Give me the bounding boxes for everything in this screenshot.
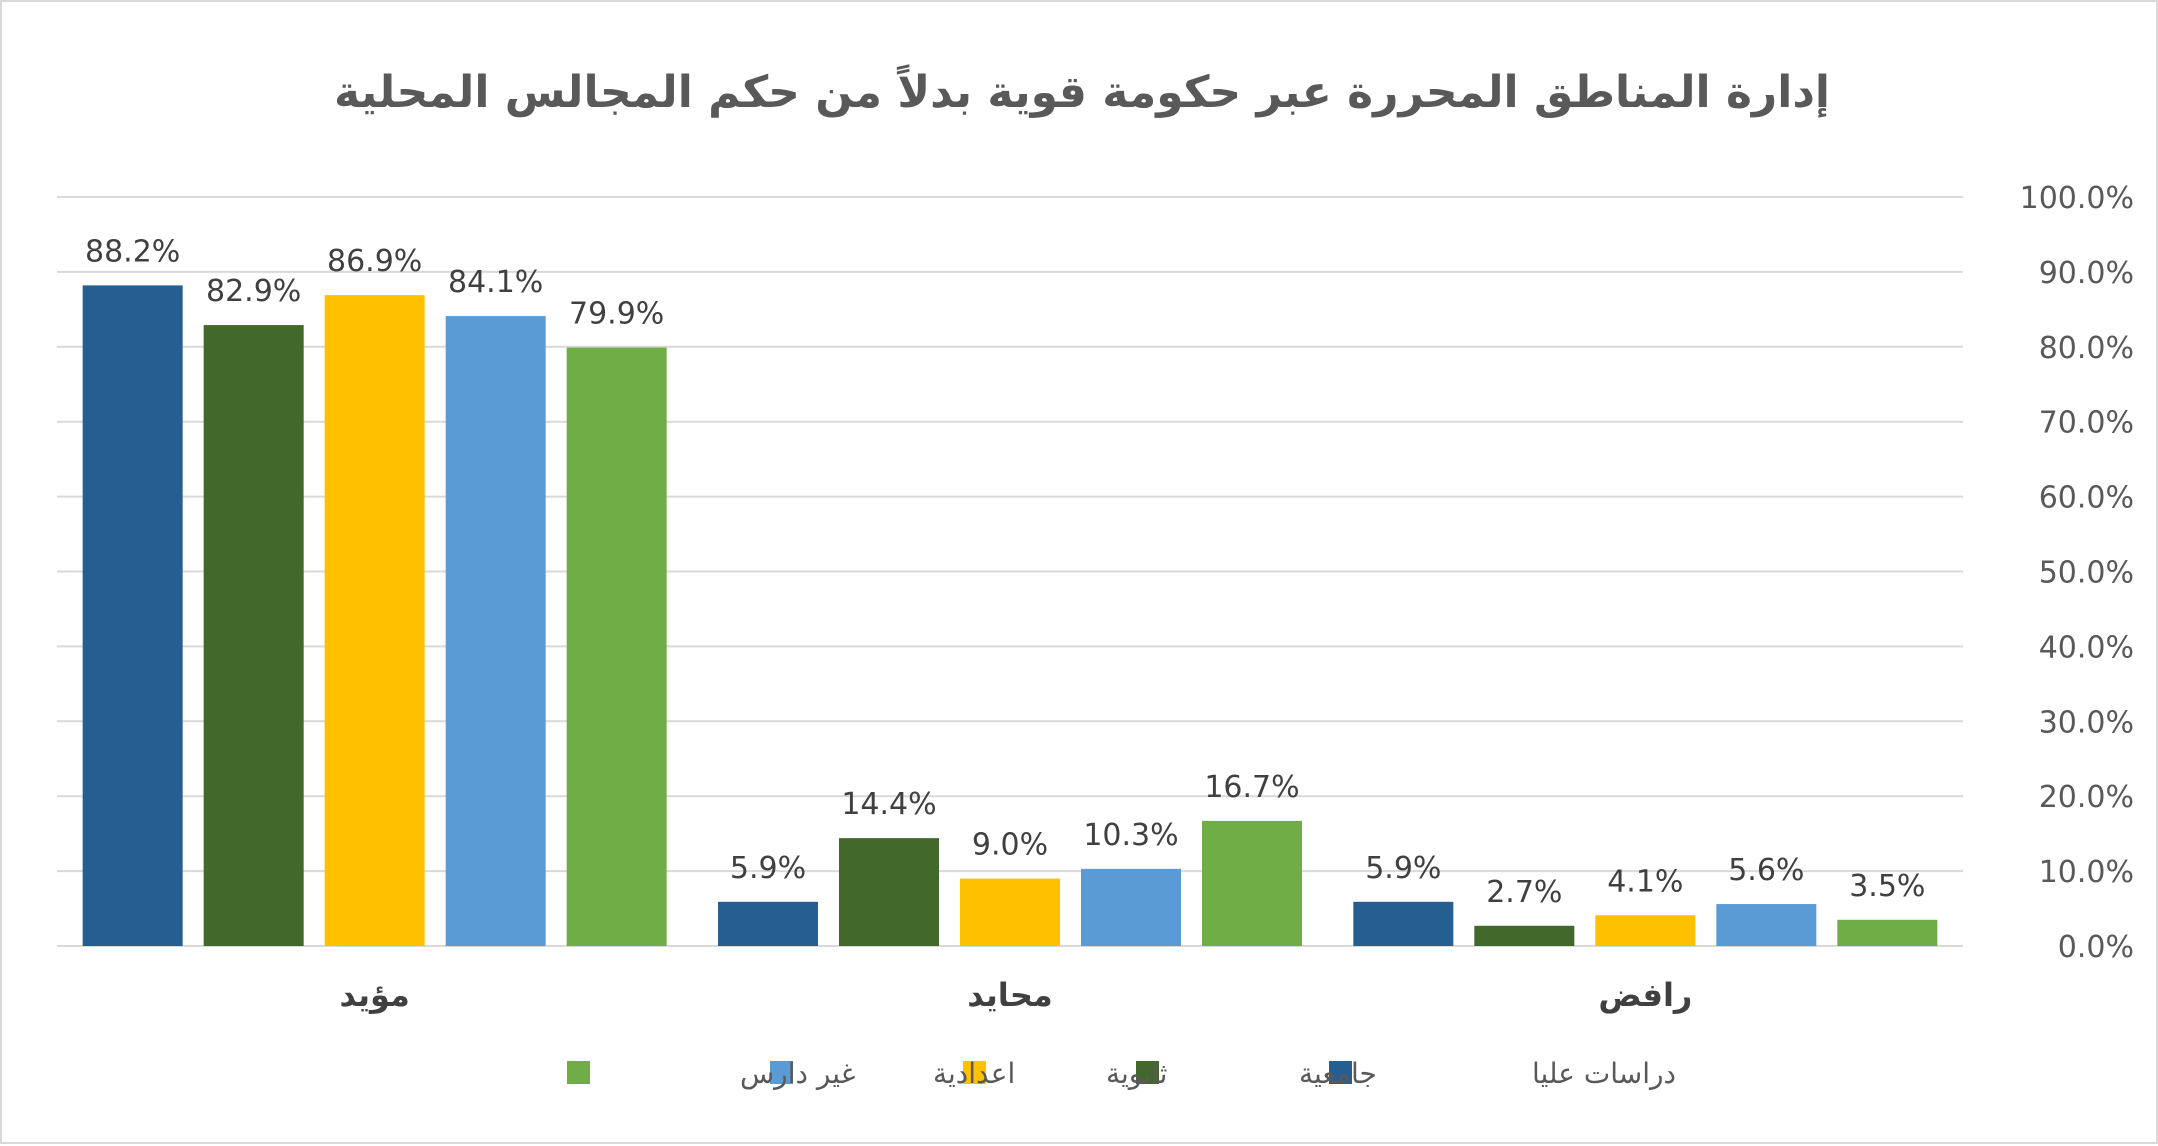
y-tick-label: 0.0% xyxy=(2058,930,2134,965)
y-tick-label: 50.0% xyxy=(2039,556,2134,591)
data-label: 5.9% xyxy=(730,851,806,886)
bar xyxy=(82,285,183,947)
data-label: 16.7% xyxy=(1204,770,1299,805)
legend-label: غير دارس xyxy=(740,1057,855,1090)
x-category-label: رافض xyxy=(1598,976,1692,1014)
data-label: 3.5% xyxy=(1849,869,1925,904)
bar xyxy=(445,316,546,946)
y-tick-label: 70.0% xyxy=(2039,406,2134,441)
data-label: 82.9% xyxy=(206,274,301,309)
x-category-label: مؤيد xyxy=(339,976,409,1014)
y-tick-label: 40.0% xyxy=(2039,630,2134,665)
bar xyxy=(566,347,667,946)
y-tick-label: 20.0% xyxy=(2039,780,2134,815)
data-label: 14.4% xyxy=(841,787,936,822)
data-label: 86.9% xyxy=(327,244,422,279)
legend-label: جامعية xyxy=(1299,1057,1377,1090)
bar xyxy=(1202,820,1302,946)
bar xyxy=(1474,925,1575,946)
y-tick-label: 30.0% xyxy=(2039,705,2134,740)
bar xyxy=(718,901,818,946)
bar xyxy=(1716,904,1817,946)
chart-title: إدارة المناطق المحررة عبر حكومة قوية بدل… xyxy=(334,64,1830,118)
data-label: 10.3% xyxy=(1083,818,1178,853)
data-label: 88.2% xyxy=(85,234,180,269)
legend-label: دراسات عليا xyxy=(1532,1057,1676,1090)
legend-label: ثانوية xyxy=(1106,1057,1167,1090)
legend-swatch xyxy=(567,1061,590,1084)
y-tick-label: 60.0% xyxy=(2039,481,2134,516)
data-label: 79.9% xyxy=(569,297,664,332)
legend-swatch xyxy=(770,1061,793,1084)
y-tick-label: 10.0% xyxy=(2039,855,2134,890)
legend-swatch xyxy=(963,1061,986,1084)
bar xyxy=(839,838,939,946)
data-label: 4.1% xyxy=(1607,864,1683,899)
legend-swatch xyxy=(1136,1061,1159,1084)
bar xyxy=(324,295,425,946)
data-label: 5.6% xyxy=(1728,853,1804,888)
bar xyxy=(1081,868,1181,946)
bar xyxy=(1353,901,1454,946)
data-label: 5.9% xyxy=(1365,851,1441,886)
data-label: 2.7% xyxy=(1486,875,1562,910)
y-tick-label: 80.0% xyxy=(2039,331,2134,366)
y-tick-label: 90.0% xyxy=(2039,256,2134,291)
data-label: 9.0% xyxy=(972,828,1048,863)
y-tick-label: 100.0% xyxy=(2020,181,2134,216)
x-category-label: محايد xyxy=(967,976,1052,1014)
legend-swatch xyxy=(1329,1061,1352,1084)
bar xyxy=(203,325,304,947)
data-label: 84.1% xyxy=(448,265,543,300)
bar xyxy=(1595,915,1696,946)
bar xyxy=(960,878,1060,946)
bar xyxy=(1837,919,1938,946)
legend-label: اعدادية xyxy=(933,1057,1015,1090)
